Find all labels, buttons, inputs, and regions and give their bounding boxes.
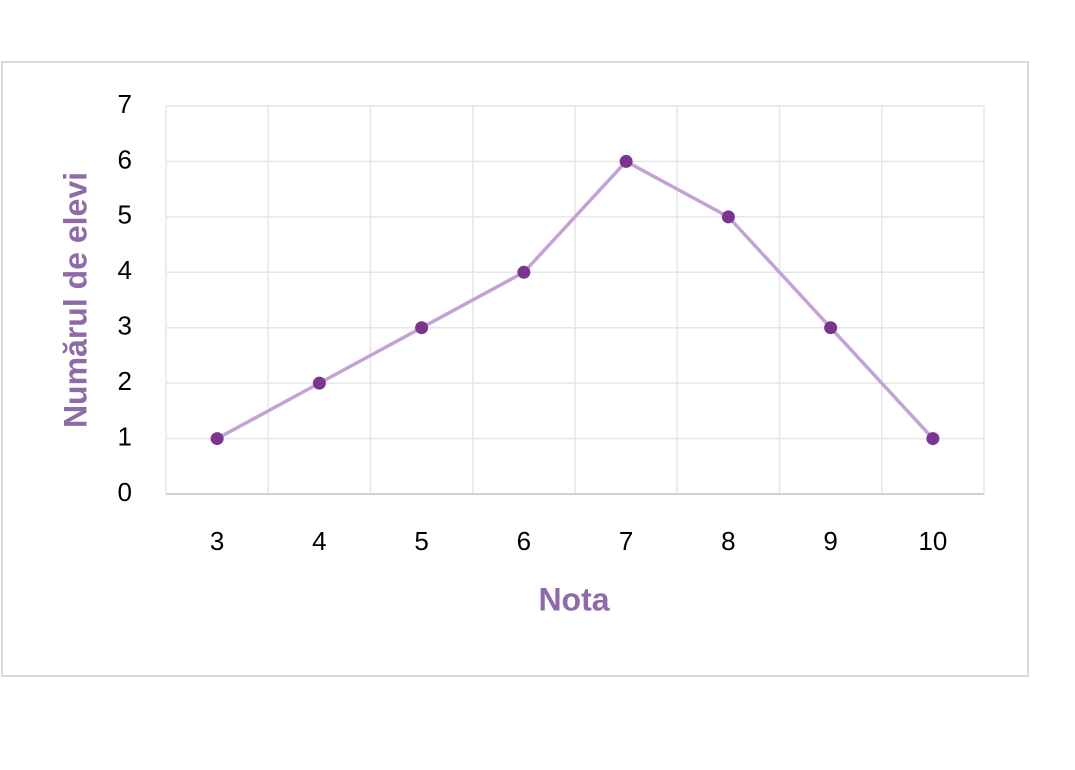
point — [210, 432, 224, 446]
x-tick-label: 6 — [517, 526, 531, 556]
x-tick-label: 7 — [619, 526, 633, 556]
x-tick-label: 9 — [823, 526, 837, 556]
y-tick-label: 3 — [118, 311, 132, 341]
point — [824, 321, 838, 335]
point — [721, 210, 735, 224]
y-tick-label: 1 — [118, 421, 132, 451]
x-tick-label: 4 — [312, 526, 326, 556]
x-axis-title: Nota — [538, 581, 609, 617]
y-tick-label: 6 — [118, 144, 132, 174]
point — [619, 154, 633, 168]
x-tick-label: 3 — [210, 526, 224, 556]
line — [216, 159, 935, 441]
point — [312, 376, 326, 390]
chart-frame — [1, 61, 1029, 677]
y-tick-label: 5 — [118, 200, 132, 230]
point — [415, 321, 429, 335]
point — [926, 432, 940, 446]
y-tick-label: 7 — [118, 89, 132, 119]
point — [517, 265, 531, 279]
y-tick-label: 4 — [118, 255, 132, 285]
y-tick-label: 2 — [118, 366, 132, 396]
y-axis-title: Numărul de elevi — [57, 172, 93, 428]
y-tick-label: 0 — [118, 477, 132, 507]
x-tick-label: 8 — [721, 526, 735, 556]
x-tick-label: 10 — [918, 526, 947, 556]
x-tick-label: 5 — [414, 526, 428, 556]
